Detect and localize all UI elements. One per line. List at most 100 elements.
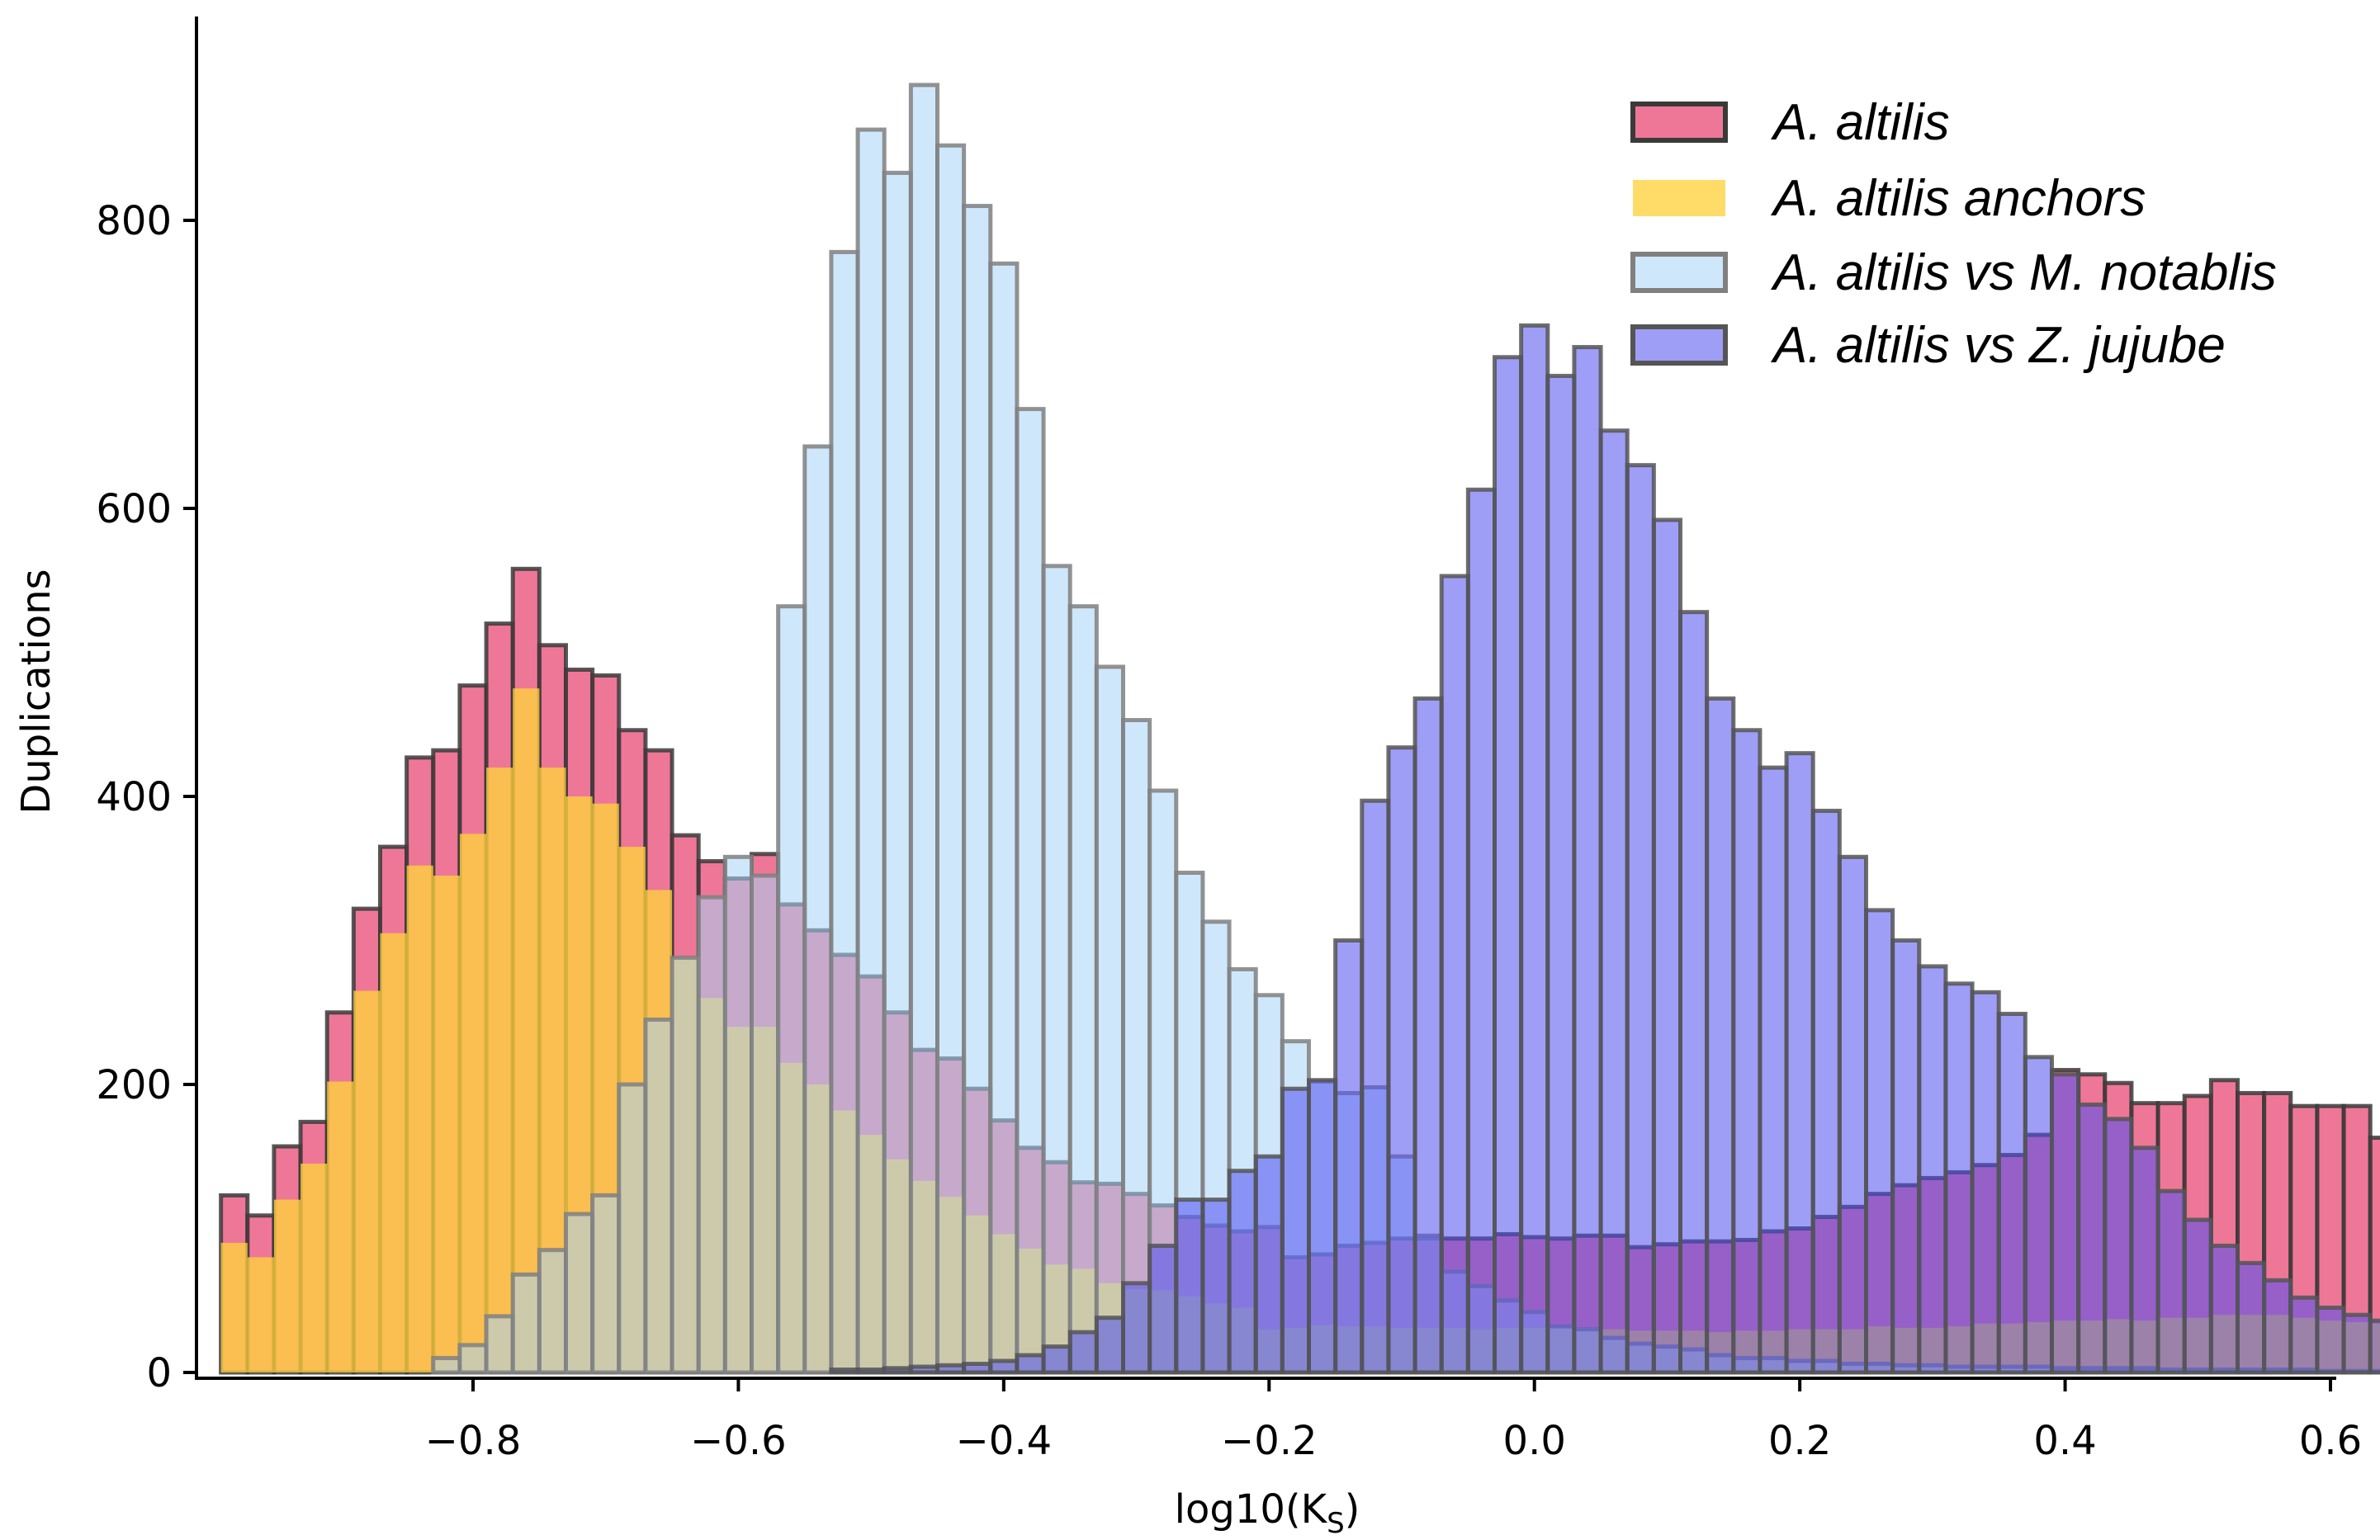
bar <box>1067 1330 1099 1375</box>
bar <box>750 873 781 1375</box>
bar <box>643 1017 674 1375</box>
bar <box>431 1356 462 1375</box>
bar <box>1970 990 2001 1375</box>
bar <box>1015 1353 1046 1375</box>
bar <box>988 261 1020 1375</box>
bar <box>300 1163 328 1372</box>
legend: A. altilis A. altilis anchors A. altilis v… <box>1630 94 2277 374</box>
bar <box>670 955 701 1375</box>
bar <box>353 990 381 1372</box>
bar <box>2182 1217 2213 1375</box>
bar <box>935 1363 967 1375</box>
bar <box>1545 373 1577 1375</box>
legend-item: A. altilis <box>1630 94 1950 151</box>
bar <box>247 1257 274 1372</box>
bar <box>1041 564 1072 1375</box>
bar <box>1996 1011 2027 1375</box>
bar <box>617 1082 648 1375</box>
bar <box>1121 718 1152 1375</box>
bar <box>1943 981 1975 1375</box>
bar <box>802 444 834 1375</box>
bar <box>1280 1086 1311 1375</box>
y-tick-label: 800 <box>96 198 172 244</box>
bar <box>406 865 433 1372</box>
axes <box>195 17 2336 1380</box>
bar <box>2023 1055 2055 1375</box>
bar <box>855 1368 887 1375</box>
bar <box>2288 1295 2320 1375</box>
bar <box>722 854 754 1375</box>
y-tick-label: 600 <box>96 486 172 532</box>
x-tick-label: 0.4 <box>2033 1418 2096 1464</box>
bar <box>484 1314 515 1375</box>
legend-swatch <box>1630 252 1728 293</box>
bar <box>1121 1281 1152 1375</box>
bar <box>2129 1146 2160 1375</box>
bar <box>486 768 513 1372</box>
bar <box>1465 487 1497 1375</box>
x-tick-label: 0.0 <box>1503 1418 1566 1464</box>
bar <box>908 83 939 1375</box>
bar <box>1651 517 1682 1375</box>
x-tick-label: −0.8 <box>425 1418 522 1464</box>
bar <box>380 933 407 1372</box>
bar <box>220 1242 248 1372</box>
x-tick-label: 0.6 <box>2299 1418 2362 1464</box>
bar <box>908 1364 939 1375</box>
bar <box>2262 1278 2293 1375</box>
bar <box>564 1212 595 1375</box>
legend-swatch <box>1633 180 1725 216</box>
bar <box>1784 751 1815 1375</box>
bar <box>962 1362 993 1375</box>
bar <box>2103 1117 2134 1375</box>
bar <box>855 127 887 1375</box>
x-axis-label: log10(KS) <box>1175 1486 1360 1540</box>
bar <box>457 1343 489 1375</box>
y-tick-label: 400 <box>96 774 172 820</box>
bar <box>1253 1154 1285 1375</box>
bar <box>696 895 727 1375</box>
x-tick-label: −0.6 <box>690 1418 787 1464</box>
bar <box>2368 1318 2380 1375</box>
bar <box>1758 765 1789 1375</box>
bar <box>1015 407 1046 1375</box>
bar <box>2208 1243 2240 1375</box>
bar <box>1227 1169 1258 1375</box>
bar <box>433 875 460 1372</box>
bar <box>829 1368 860 1375</box>
legend-label: A. altilis vs Z. jujube <box>1770 317 2226 374</box>
bar <box>1094 1316 1125 1375</box>
bar <box>2155 1188 2187 1375</box>
bar <box>1837 854 1869 1375</box>
bar <box>1333 938 1365 1375</box>
bar <box>537 1248 568 1375</box>
bar <box>1094 664 1125 1375</box>
series-4-bars <box>829 323 2380 1375</box>
legend-swatch <box>1630 102 1728 143</box>
bar <box>1890 938 1922 1375</box>
bar <box>1493 355 1524 1375</box>
bar <box>882 1366 913 1375</box>
bar <box>1625 463 1656 1375</box>
bar <box>327 1081 354 1372</box>
y-tick-label: 0 <box>146 1350 172 1396</box>
x-tick-label: −0.4 <box>956 1418 1053 1464</box>
legend-swatch <box>1630 324 1728 366</box>
bar <box>1678 610 1710 1375</box>
bar <box>1598 428 1630 1375</box>
bar <box>829 249 860 1375</box>
bar <box>1412 696 1444 1375</box>
bar <box>776 604 807 1375</box>
bar <box>1572 345 1603 1375</box>
bar <box>1439 574 1470 1375</box>
y-tick-label: 200 <box>96 1062 172 1108</box>
bar <box>1041 1344 1072 1375</box>
bar <box>935 143 967 1375</box>
y-axis-label: Duplications <box>13 569 59 814</box>
legend-item: A. altilis anchors <box>1633 170 2146 227</box>
bar <box>882 170 913 1375</box>
bar <box>513 688 540 1373</box>
bar <box>1917 964 1948 1375</box>
x-ticks: −0.8 −0.6 −0.4 −0.2 0.0 0.2 0.4 0.6 <box>425 1378 2362 1464</box>
